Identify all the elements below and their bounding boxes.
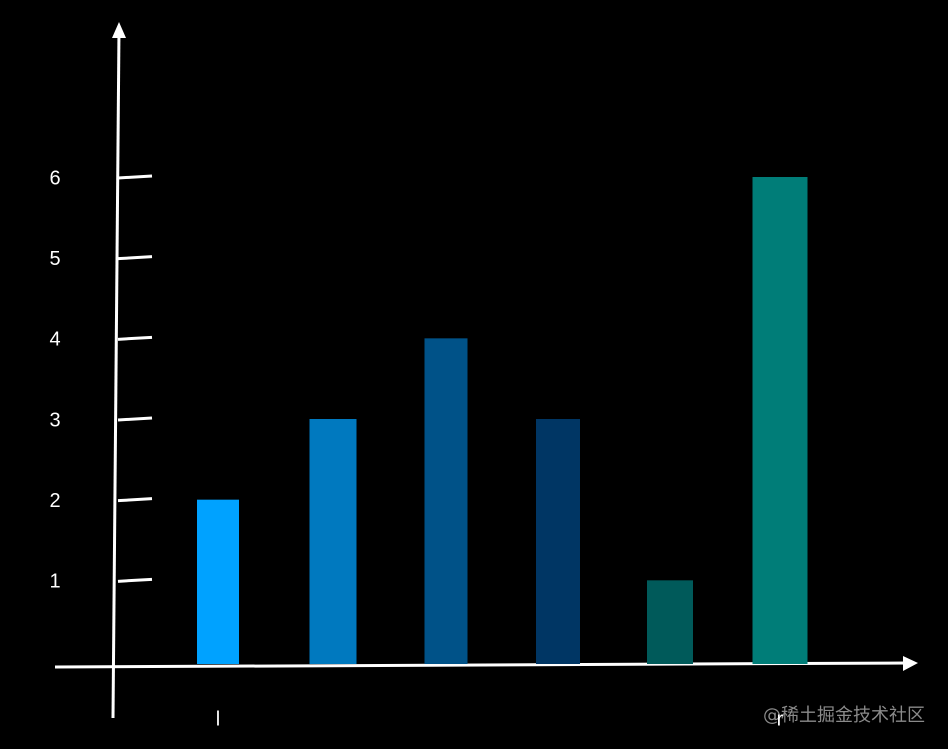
y-tick-label: 1	[49, 571, 60, 593]
bar	[752, 177, 808, 664]
y-tick-label: 2	[49, 490, 60, 512]
bar	[197, 499, 239, 664]
y-axis	[111, 29, 121, 719]
tick-mark	[117, 416, 153, 422]
tick-mark	[117, 497, 153, 503]
y-tick-label: 4	[49, 329, 60, 351]
y-tick-label: 3	[49, 409, 60, 431]
tick-mark	[117, 174, 153, 180]
bar	[309, 419, 357, 664]
bar	[536, 419, 580, 664]
tick-mark	[117, 255, 153, 261]
watermark: @稀土掘金技术社区	[763, 705, 925, 726]
x-axis-arrow	[903, 656, 918, 671]
y-axis-arrow	[112, 22, 126, 38]
y-tick-label: 5	[49, 248, 60, 270]
tick-mark	[117, 335, 153, 341]
x-tick-label: l	[216, 708, 220, 730]
tick-mark	[117, 577, 153, 583]
bar	[647, 580, 693, 664]
x-tick-label: r	[777, 708, 784, 730]
y-tick-label: 6	[49, 167, 60, 189]
bar	[424, 338, 468, 664]
